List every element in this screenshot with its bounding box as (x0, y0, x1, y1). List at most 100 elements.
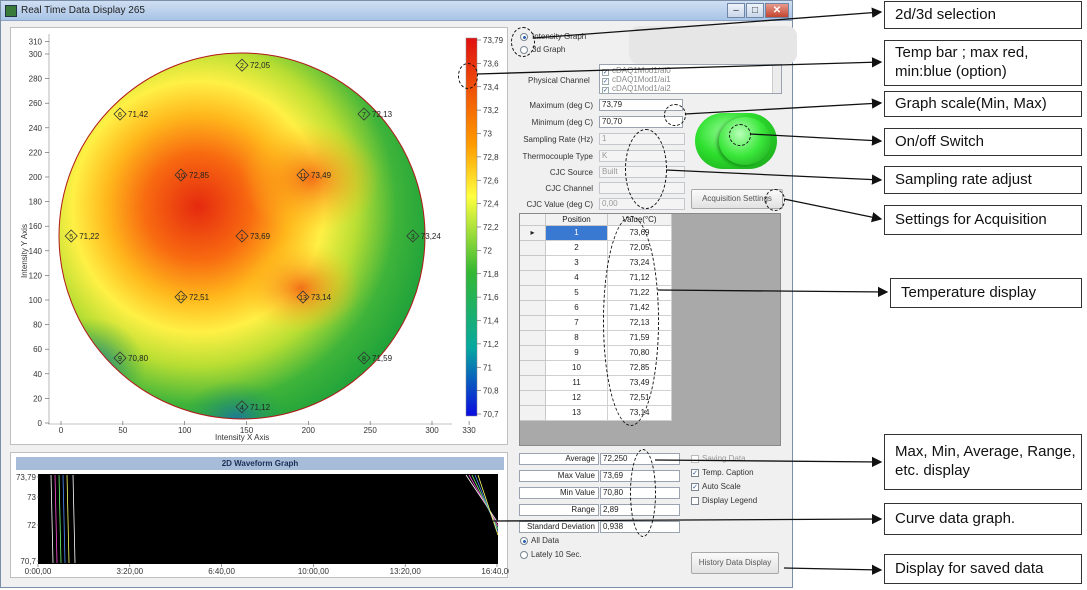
row-header[interactable] (520, 391, 546, 406)
sensor-marker[interactable]: 6 71,42 (113, 107, 149, 121)
y-tick-label: 160 (29, 222, 43, 231)
diamond-icon (296, 290, 310, 304)
channel-item[interactable]: ✓ cDAQ1Mod1/ai0 (602, 66, 671, 76)
sensor-marker[interactable]: 7 72,13 (357, 107, 393, 121)
sensor-marker[interactable]: 4 71,12 (235, 400, 271, 414)
sensor-value: 72,13 (372, 110, 393, 119)
maximum-input[interactable]: 73,79 (599, 99, 683, 111)
channel-item[interactable]: ✓ cDAQ1Mod1/ai2 (602, 84, 671, 94)
cjc-channel-label: CJC Channel (545, 184, 593, 193)
min-value-label: Min Value (519, 487, 599, 499)
channel-scrollbar[interactable] (772, 65, 781, 93)
color-tick-label: 73,2 (483, 106, 499, 115)
sensor-marker[interactable]: 11 73,49 (296, 168, 332, 182)
position-cell[interactable]: 1 (546, 226, 608, 241)
sensor-marker[interactable]: 3 73,24 (406, 229, 442, 243)
row-header[interactable] (520, 286, 546, 301)
x-tick-label: 100 (178, 426, 192, 435)
row-header[interactable] (520, 271, 546, 286)
lately-10-sec-radio[interactable] (520, 551, 528, 559)
physical-channel-list[interactable]: ✓ cDAQ1Mod1/ai0 ✓ cDAQ1Mod1/ai1 ✓ cDAQ1Mod1/a… (599, 64, 782, 94)
sensor-marker[interactable]: 8 71,59 (357, 351, 393, 365)
x-tick-label: 150 (240, 426, 254, 435)
color-tick-label: 71 (483, 363, 492, 372)
sensor-value: 72,85 (189, 171, 210, 180)
position-cell[interactable]: 13 (546, 406, 608, 421)
row-header[interactable] (520, 301, 546, 316)
annotation-circle (729, 124, 751, 146)
annotation-circle (765, 189, 785, 211)
intensity-graph[interactable]: 0204060801001201401601802002202402602803… (11, 28, 509, 446)
wave-trace (62, 474, 66, 564)
annotation-circle (458, 63, 478, 89)
callout-column: 2d/3d selection Temp bar ; max red, min:… (884, 0, 1084, 590)
color-scale-ticks: 73,79 73,6 73,4 73,2 73 72,8 72,6 72,4 72,2 72 71,… (477, 36, 504, 419)
history-data-display-button[interactable]: History Data Display (691, 552, 779, 574)
std-dev-label: Standard Deviation (519, 521, 599, 533)
x-tick-label: 200 (302, 426, 316, 435)
y-tick-label: 200 (29, 173, 43, 182)
position-cell[interactable]: 2 (546, 241, 608, 256)
diamond-icon (406, 229, 420, 243)
row-header[interactable] (520, 361, 546, 376)
wave-trace (468, 474, 499, 527)
row-header[interactable] (520, 331, 546, 346)
x-axis-label: Intensity X Axis (215, 433, 269, 442)
maximize-button[interactable]: □ (746, 3, 764, 18)
color-tick-label: 72,6 (483, 176, 499, 185)
auto-scale-checkbox[interactable]: ✓ (691, 483, 699, 491)
all-data-radio[interactable] (520, 537, 528, 545)
waveform-x-axis: 0:00,00 3:20,00 6:40,00 10:00,00 13:20,00 16:… (25, 564, 509, 576)
x-tick-label: 300 (425, 426, 439, 435)
wave-trace (54, 474, 58, 564)
channel-checkbox[interactable]: ✓ (602, 87, 609, 94)
saving-data-checkbox[interactable] (691, 455, 699, 463)
sensor-marker[interactable]: 1 73,69 (235, 229, 271, 243)
on-off-switch[interactable] (693, 111, 783, 171)
row-header[interactable] (520, 346, 546, 361)
sensor-marker[interactable]: 12 72,51 (174, 290, 210, 304)
callout-acquisition-settings: Settings for Acquisition (884, 205, 1082, 235)
position-cell[interactable]: 12 (546, 391, 608, 406)
minimum-label: Minimum (deg C) (531, 118, 593, 127)
row-header[interactable] (520, 406, 546, 421)
wave-y-label: 70,7 (20, 557, 36, 566)
waveform-graph[interactable]: 73,79 73 72 70,7 0:00,00 3:20,00 6:40,00 10:00… (11, 453, 509, 579)
color-tick-label: 72 (483, 246, 492, 255)
channel-item[interactable]: ✓ cDAQ1Mod1/ai1 (602, 75, 671, 85)
annotation-circle (625, 129, 667, 209)
diamond-icon (235, 58, 249, 72)
lately-10-sec-label: Lately 10 Sec. (531, 550, 582, 559)
diamond-icon (235, 400, 249, 414)
sensor-marker[interactable]: 9 70,80 (113, 351, 149, 365)
row-header[interactable] (520, 256, 546, 271)
sensor-marker[interactable]: 10 72,85 (174, 168, 210, 182)
sensor-markers: 1 73,69 2 72,05 3 73,24 4 71,12 5 71,22 6 71,42 7 72,… (64, 58, 442, 414)
thermocouple-type-label: Thermocouple Type (522, 152, 593, 161)
sensor-id: 2 (240, 63, 244, 70)
max-value-label: Max Value (519, 470, 599, 482)
close-button[interactable]: ✕ (765, 3, 789, 18)
minimize-button[interactable]: – (727, 3, 745, 18)
sensor-id: 3 (411, 234, 415, 241)
position-cell[interactable]: 11 (546, 376, 608, 391)
channel-checkbox[interactable]: ✓ (602, 69, 609, 76)
waveform-panel: 2D Waveform Graph 73,79 73 72 70,7 0:00,00 3… (10, 452, 509, 579)
channel-checkbox[interactable]: ✓ (602, 78, 609, 85)
temp-caption-checkbox[interactable]: ✓ (691, 469, 699, 477)
waveform-y-axis: 73,79 73 72 70,7 (16, 473, 39, 566)
row-header[interactable] (520, 241, 546, 256)
wave-trace (50, 474, 54, 564)
row-header[interactable]: ▸ (520, 226, 546, 241)
diamond-icon (235, 229, 249, 243)
row-header[interactable] (520, 376, 546, 391)
sensor-marker[interactable]: 13 73,14 (296, 290, 332, 304)
row-header[interactable] (520, 316, 546, 331)
title-bar: Real Time Data Display 265 – □ ✕ (1, 1, 792, 21)
display-legend-checkbox[interactable] (691, 497, 699, 505)
annotation-circle (603, 216, 659, 426)
sensor-marker[interactable]: 5 71,22 (64, 229, 100, 243)
y-tick-label: 40 (33, 370, 42, 379)
diamond-icon (113, 351, 127, 365)
sensor-marker[interactable]: 2 72,05 (235, 58, 271, 72)
